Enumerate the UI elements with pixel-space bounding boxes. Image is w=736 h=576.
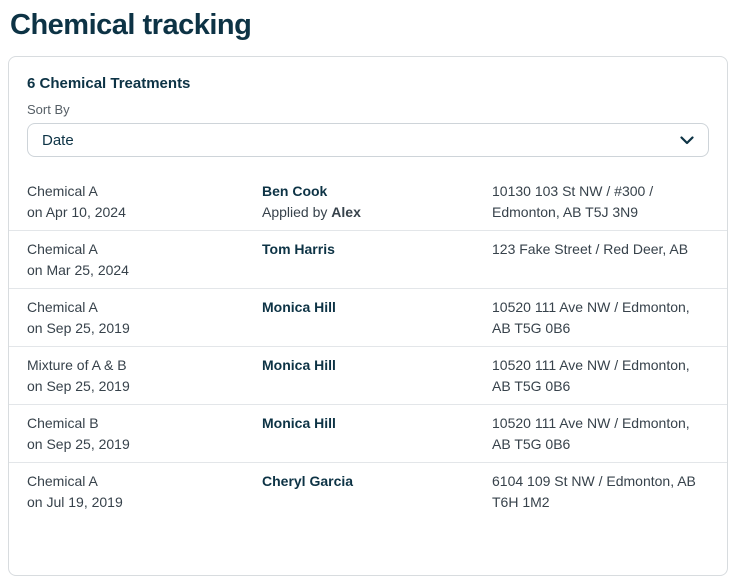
applicator-cell: Monica Hill <box>262 297 492 339</box>
treatment-row[interactable]: Chemical A on Sep 25, 2019 Monica Hill 1… <box>9 288 727 346</box>
treatment-date: on Sep 25, 2019 <box>27 436 130 452</box>
treatment-row[interactable]: Mixture of A & B on Sep 25, 2019 Monica … <box>9 346 727 404</box>
sort-by-select[interactable]: Date <box>27 123 709 157</box>
treatment-address: 10520 111 Ave NW / Edmonton, AB T5G 0B6 <box>492 357 690 394</box>
applicator-name: Monica Hill <box>262 299 336 315</box>
chemical-name: Chemical A <box>27 473 98 489</box>
applicator-cell: Ben Cook Applied by Alex <box>262 181 492 223</box>
chemical-treatments-panel: 6 Chemical Treatments Sort By Date Chemi… <box>8 56 728 576</box>
chemical-name: Chemical A <box>27 299 98 315</box>
page-title: Chemical tracking <box>10 9 252 41</box>
treatment-date: on Jul 19, 2019 <box>27 494 123 510</box>
applicator-cell: Monica Hill <box>262 355 492 397</box>
chemical-name: Mixture of A & B <box>27 357 127 373</box>
applicator-cell: Tom Harris <box>262 239 492 281</box>
applicator-cell: Monica Hill <box>262 413 492 455</box>
treatment-address: 6104 109 St NW / Edmonton, AB T6H 1M2 <box>492 473 696 510</box>
chemical-name: Chemical A <box>27 241 98 257</box>
applicator-cell: Cheryl Garcia <box>262 471 492 513</box>
applicator-name: Cheryl Garcia <box>262 473 354 489</box>
treatment-row[interactable]: Chemical A on Jul 19, 2019 Cheryl Garcia… <box>9 462 727 520</box>
treatment-address: 123 Fake Street / Red Deer, AB <box>492 241 689 257</box>
applicator-name: Monica Hill <box>262 357 336 373</box>
applicator-name: Ben Cook <box>262 183 328 199</box>
chemical-cell: Chemical A on Apr 10, 2024 <box>27 181 262 223</box>
applied-by-name: Alex <box>331 204 361 220</box>
chemical-cell: Chemical B on Sep 25, 2019 <box>27 413 262 455</box>
treatment-address: 10520 111 Ave NW / Edmonton, AB T5G 0B6 <box>492 299 690 336</box>
applied-by-line: Applied by Alex <box>262 202 492 223</box>
treatment-date: on Apr 10, 2024 <box>27 204 126 220</box>
treatments-list: Chemical A on Apr 10, 2024 Ben Cook Appl… <box>9 173 727 520</box>
treatments-count-heading: 6 Chemical Treatments <box>27 75 191 92</box>
chemical-name: Chemical B <box>27 415 99 431</box>
treatment-row[interactable]: Chemical A on Mar 25, 2024 Tom Harris 12… <box>9 230 727 288</box>
sort-by-selected-value: Date <box>42 131 74 149</box>
sort-by-label: Sort By <box>27 102 70 117</box>
treatment-row[interactable]: Chemical B on Sep 25, 2019 Monica Hill 1… <box>9 404 727 462</box>
treatment-date: on Sep 25, 2019 <box>27 378 130 394</box>
treatment-date: on Sep 25, 2019 <box>27 320 130 336</box>
chemical-cell: Mixture of A & B on Sep 25, 2019 <box>27 355 262 397</box>
treatment-row[interactable]: Chemical A on Apr 10, 2024 Ben Cook Appl… <box>9 173 727 230</box>
treatment-date: on Mar 25, 2024 <box>27 262 129 278</box>
applied-by-prefix: Applied by <box>262 204 332 220</box>
chevron-down-icon <box>680 135 694 144</box>
chemical-cell: Chemical A on Jul 19, 2019 <box>27 471 262 513</box>
chemical-name: Chemical A <box>27 183 98 199</box>
panel-header: 6 Chemical Treatments Sort By Date <box>9 57 727 157</box>
applicator-name: Tom Harris <box>262 241 335 257</box>
treatment-address: 10520 111 Ave NW / Edmonton, AB T5G 0B6 <box>492 415 690 452</box>
treatment-address: 10130 103 St NW / #300 / Edmonton, AB T5… <box>492 183 654 220</box>
applicator-name: Monica Hill <box>262 415 336 431</box>
chemical-cell: Chemical A on Sep 25, 2019 <box>27 297 262 339</box>
chemical-cell: Chemical A on Mar 25, 2024 <box>27 239 262 281</box>
